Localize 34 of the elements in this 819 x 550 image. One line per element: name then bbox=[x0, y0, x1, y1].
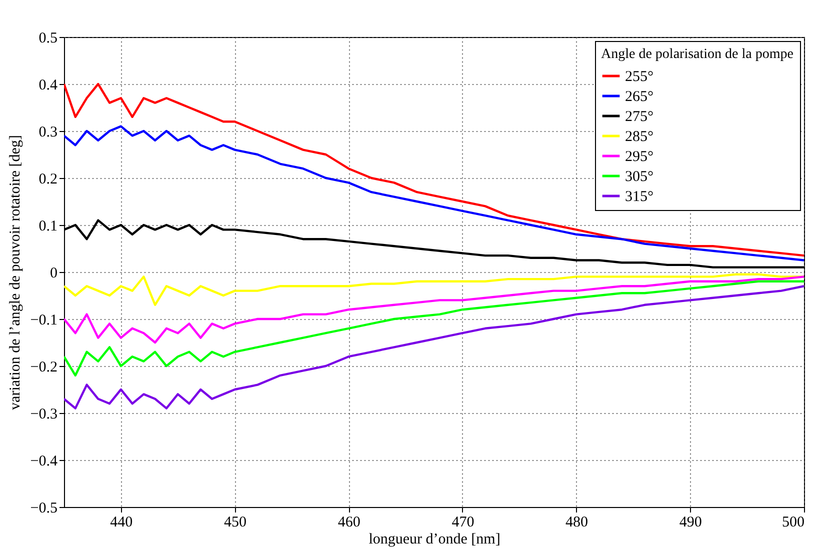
y-tick-label: 0.1 bbox=[38, 218, 58, 234]
line-series bbox=[64, 280, 804, 376]
legend-label: 315° bbox=[625, 189, 654, 205]
y-tick-label: −0.4 bbox=[30, 454, 58, 470]
legend-label: 265° bbox=[625, 89, 654, 105]
y-tick-label: −0.1 bbox=[30, 312, 58, 328]
x-tick-label: 500 bbox=[782, 514, 804, 530]
line-series bbox=[64, 276, 804, 344]
legend-label: 255° bbox=[625, 69, 654, 85]
x-tick-label: 440 bbox=[110, 514, 133, 530]
legend-label: 275° bbox=[625, 109, 654, 125]
x-tick-label: 460 bbox=[338, 514, 360, 530]
y-tick-label: 0.2 bbox=[38, 172, 58, 188]
x-axis-title: longueur d’onde [nm] bbox=[368, 532, 500, 548]
line-series bbox=[64, 82, 804, 257]
line-series bbox=[64, 273, 804, 306]
x-tick-label: 450 bbox=[224, 514, 247, 530]
y-tick-label: 0 bbox=[50, 266, 58, 282]
legend-title: Angle de polarisation de la pompe bbox=[601, 47, 794, 62]
y-tick-label: −0.2 bbox=[30, 360, 58, 376]
y-tick-label: −0.5 bbox=[30, 500, 58, 516]
y-tick-label: −0.3 bbox=[30, 406, 58, 422]
legend-label: 285° bbox=[625, 129, 654, 145]
y-tick-label: 0.3 bbox=[38, 124, 58, 140]
line-series bbox=[64, 285, 804, 410]
y-axis-title: variation de l’angle de pouvoir rotatoire [deg] bbox=[7, 135, 24, 410]
y-tick-label: 0.5 bbox=[38, 30, 58, 46]
x-tick-label: 490 bbox=[679, 514, 702, 530]
x-tick-label: 480 bbox=[566, 514, 588, 530]
x-tick-label: 470 bbox=[452, 514, 474, 530]
legend-label: 305° bbox=[625, 169, 654, 185]
y-tick-label: 0.4 bbox=[38, 78, 58, 94]
legend-label: 295° bbox=[625, 149, 654, 165]
line-series bbox=[64, 125, 804, 262]
